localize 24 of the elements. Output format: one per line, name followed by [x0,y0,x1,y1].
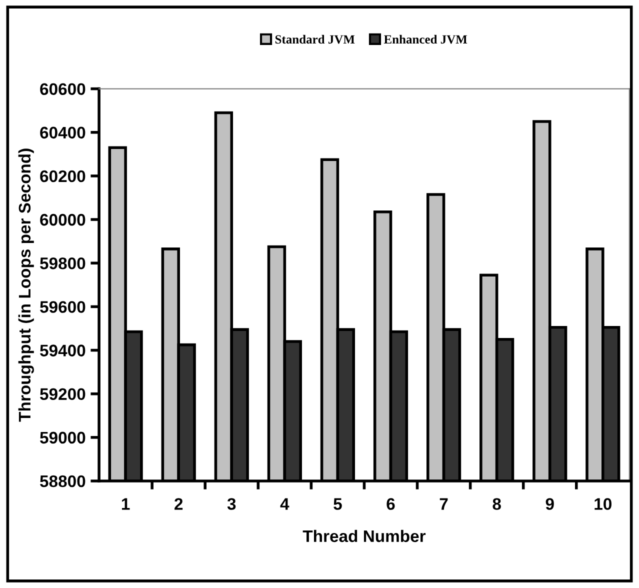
y-tick-label: 60400 [40,126,86,139]
y-tick-label: 60000 [40,214,86,226]
y-tick-label: 58800 [40,475,86,488]
x-tick-label: 9 [546,498,554,510]
x-tick-label: 2 [174,498,183,510]
y-tick-label: 59800 [40,258,86,270]
y-axis-title: Throughput (in Loops per Second) [18,148,34,422]
legend-label: Enhanced JVM [384,34,468,44]
legend-label: Standard JVM [275,34,355,44]
y-tick-label: 60600 [40,83,86,95]
x-tick-label: 7 [440,498,448,510]
x-tick-label: 4 [280,498,290,510]
y-tick-label: 59200 [40,388,86,400]
x-axis-title: Thread Number [302,530,426,542]
y-tick-label: 59000 [40,432,86,444]
x-tick-label: 1 [122,498,130,510]
x-tick-label: 10 [594,498,612,510]
x-tick-label: 5 [334,498,342,510]
y-tick-label: 59600 [40,301,86,313]
x-tick-label: 8 [492,498,501,510]
x-tick-label: 3 [227,498,236,510]
y-tick-label: 59400 [40,344,86,356]
x-tick-label: 6 [386,498,395,510]
y-tick-label: 60200 [40,170,86,182]
